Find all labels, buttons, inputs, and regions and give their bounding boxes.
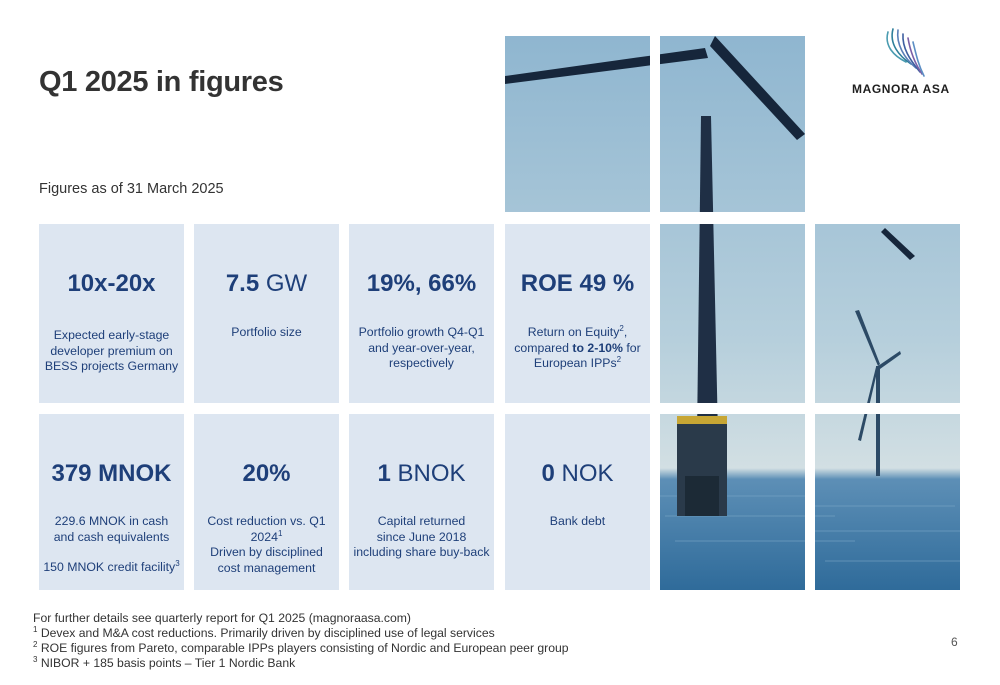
stat-figure: 379 MNOK: [51, 460, 172, 487]
stat-description: Capital returned since June 2018 includi…: [353, 514, 490, 559]
stat-description: Expected early-stage developer premium o…: [44, 328, 179, 373]
footnote-2: 2 ROE figures from Pareto, comparable IP…: [33, 639, 569, 655]
turbine-photo-tile: [815, 414, 960, 590]
stat-figure: 0 NOK: [541, 460, 614, 487]
turbine-photo-tile: [505, 36, 650, 212]
stat-figure: 20%: [242, 460, 291, 487]
stat-card-bess-premium: 10x-20x Expected early-stage developer p…: [39, 224, 184, 403]
stat-description: Return on Equity2, compared to 2-10% for…: [514, 323, 641, 370]
stat-figure: ROE 49 %: [520, 270, 635, 297]
stat-card-cost-reduction: 20% Cost reduction vs. Q1 20241 Driven b…: [194, 414, 339, 590]
stat-card-portfolio-growth: 19%, 66% Portfolio growth Q4-Q1 and year…: [349, 224, 494, 403]
stat-figure: 19%, 66%: [366, 270, 477, 297]
stat-description: Portfolio size: [231, 325, 302, 339]
footnote-intro: For further details see quarterly report…: [33, 611, 411, 625]
stat-card-cash: 379 MNOK 229.6 MNOK in cash and cash equ…: [39, 414, 184, 590]
magnora-swirl-logo-icon: [886, 28, 925, 77]
stat-description: Bank debt: [549, 514, 606, 528]
footnote-3: 3 NIBOR + 185 basis points – Tier 1 Nord…: [33, 654, 296, 670]
company-logo: MAGNORA ASA: [848, 26, 964, 98]
turbine-photo-tile: [815, 224, 960, 403]
turbine-photo-tile: [660, 36, 805, 212]
stat-card-bank-debt: 0 NOK Bank debt: [505, 414, 650, 590]
stat-card-capital-returned: 1 BNOK Capital returned since June 2018 …: [349, 414, 494, 590]
stat-description: Cost reduction vs. Q1 20241 Driven by di…: [207, 514, 326, 575]
turbine-photo-tile: [660, 414, 805, 590]
footnotes: For further details see quarterly report…: [33, 611, 569, 671]
stat-figure: 10x-20x: [67, 270, 156, 297]
logo-text: MAGNORA ASA: [852, 82, 950, 96]
page-subtitle: Figures as of 31 March 2025: [39, 181, 224, 197]
footnote-1: 1 Devex and M&A cost reductions. Primari…: [33, 624, 495, 640]
turbine-photo-tile: [660, 224, 805, 403]
stat-description: Portfolio growth Q4-Q1 and year-over-yea…: [358, 325, 485, 370]
stat-figure: 7.5 GW: [225, 270, 308, 297]
stat-card-roe: ROE 49 % Return on Equity2, compared to …: [505, 224, 650, 403]
stat-figure: 1 BNOK: [377, 460, 466, 487]
page-title: Q1 2025 in figures: [39, 66, 284, 98]
page-number: 6: [951, 635, 958, 649]
stat-description: 229.6 MNOK in cash and cash equivalents …: [43, 514, 180, 574]
stat-card-portfolio-size: 7.5 GW Portfolio size: [194, 224, 339, 403]
